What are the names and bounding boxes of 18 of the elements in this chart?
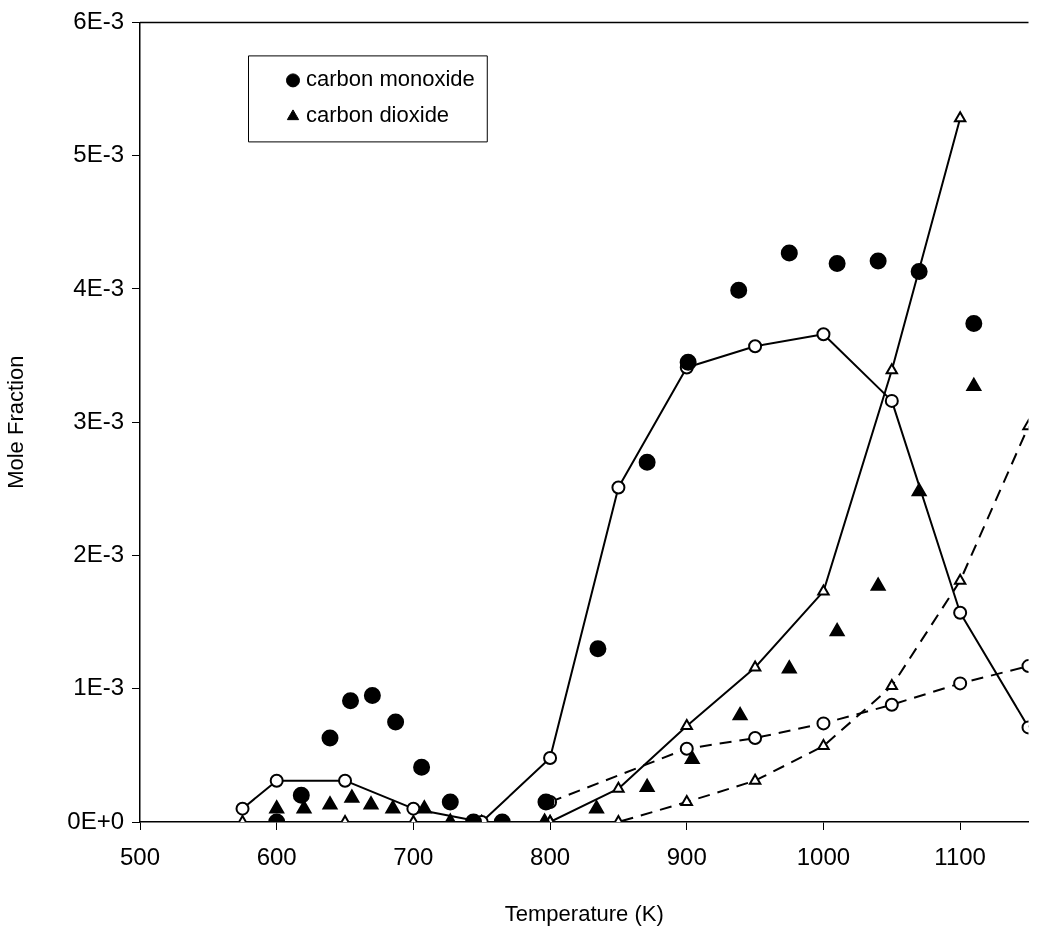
y-tick-label: 1E-3 <box>73 673 124 701</box>
x-tick-label: 900 <box>666 843 707 871</box>
y-tick-label: 0E+0 <box>67 806 124 834</box>
y-tick-label: 5E-3 <box>73 140 124 168</box>
x-tick-label: 500 <box>119 843 161 871</box>
y-tick-label: 6E-3 <box>73 7 124 35</box>
x-tick-label: 700 <box>393 843 434 871</box>
legend-label: carbon monoxide <box>306 66 475 92</box>
legend-label: carbon dioxide <box>306 102 450 128</box>
x-tick-label: 800 <box>530 843 571 871</box>
x-tick-label: 1000 <box>796 843 851 871</box>
y-tick-label: 2E-3 <box>73 540 124 568</box>
x-axis-title: Temperature (K) <box>504 900 664 926</box>
x-tick-label: 600 <box>256 843 297 871</box>
y-tick-label: 3E-3 <box>73 406 124 434</box>
y-axis-title: Mole Fraction <box>3 355 29 489</box>
x-tick-label: 1100 <box>934 843 986 871</box>
y-tick-label: 4E-3 <box>73 273 124 301</box>
